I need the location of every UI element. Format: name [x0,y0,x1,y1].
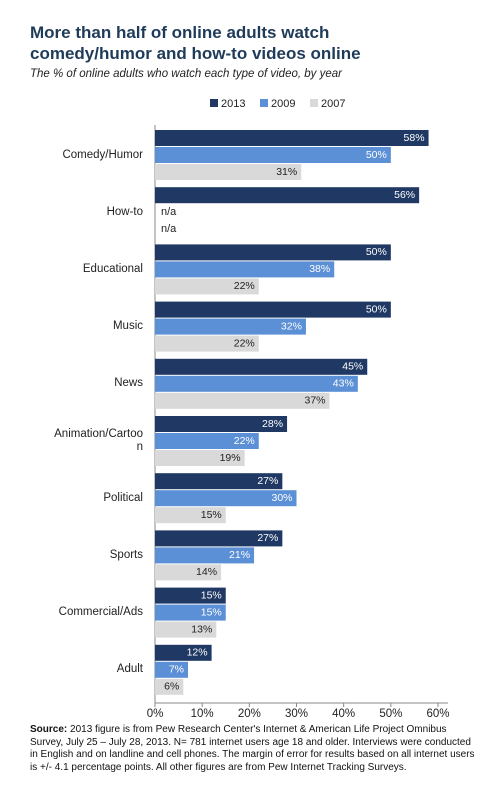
y-tick-label: Political [103,491,143,504]
bar [155,678,184,695]
bar [155,301,391,318]
y-tick-label: Commercial/Ads [58,606,143,619]
y-tick-label: Sports [109,548,143,561]
bar [155,547,255,564]
legend-swatch [260,99,268,107]
value-label: 12% [187,647,208,659]
source-label: Source: [30,724,68,735]
value-label: 50% [366,303,387,315]
bar [155,164,302,180]
bar [155,130,429,146]
bar [155,490,297,507]
bar [155,644,212,661]
value-label: 31% [276,166,297,178]
bar [155,530,283,547]
value-label: 58% [404,132,425,144]
x-tick-label: 10% [191,708,214,720]
bar [155,661,189,678]
bar [155,358,368,375]
value-label: 7% [169,664,184,676]
legend-swatch [310,99,318,107]
bar [155,244,391,261]
bar [155,416,288,432]
value-label: 15% [201,509,222,521]
bar [155,564,222,581]
value-label: 21% [229,549,250,561]
value-label: 27% [257,532,278,544]
x-tick-label: 40% [332,708,355,720]
y-tick-label: Adult [116,663,143,676]
value-label: 15% [201,589,222,601]
legend-label: 2007 [321,98,345,110]
y-tick-label: Educational [82,262,143,275]
value-label: 22% [234,337,255,349]
value-label: 28% [262,418,283,430]
source-note: Source: 2013 figure is from Pew Research… [30,724,480,774]
x-tick-label: 60% [426,708,449,720]
value-label: 30% [271,492,292,504]
chart-subtitle: The % of online adults who watch each ty… [30,68,342,80]
bar [155,621,217,638]
value-label: 50% [366,149,387,161]
y-tick-label: Music [112,320,143,333]
bar [155,450,245,466]
bar [155,278,259,295]
bar [155,187,420,204]
y-tick-label: Comedy/Humor [62,148,143,161]
bar [155,507,226,524]
bar [155,318,306,335]
value-label: 27% [257,475,278,487]
value-label: 14% [196,566,217,578]
bar [155,147,391,163]
x-tick-label: 20% [238,708,261,720]
value-label: 38% [309,263,330,275]
value-label: 56% [394,189,415,201]
bar [155,433,259,449]
value-label: 50% [366,246,387,258]
y-tick-label: News [114,377,143,390]
value-label: 15% [201,606,222,618]
bar [155,587,226,604]
source-text: 2013 figure is from Pew Research Center'… [30,724,475,773]
bar [155,473,283,490]
value-label: n/a [161,223,177,235]
legend-label: 2009 [271,98,295,110]
value-label: 22% [234,435,255,447]
value-label: 32% [281,320,302,332]
bar [155,335,259,352]
bar [155,604,226,621]
value-label: 6% [164,681,179,693]
value-label: 37% [305,395,326,407]
value-label: 19% [220,452,241,464]
value-label: 43% [333,378,354,390]
bar [155,392,330,409]
value-label: 22% [234,280,255,292]
x-tick-label: 50% [379,708,402,720]
x-tick-label: 30% [285,708,308,720]
value-label: n/a [161,206,177,218]
legend-label: 2013 [221,98,245,110]
bar [155,261,335,278]
x-tick-label: 0% [147,708,164,720]
y-tick-label: How-to [106,205,143,218]
bar [155,375,358,392]
value-label: 45% [342,361,363,373]
y-tick-label: Animation/Cartoon [54,428,143,453]
legend-swatch [210,99,218,107]
value-label: 13% [191,623,212,635]
chart-title: More than half of online adults watch co… [30,23,361,63]
